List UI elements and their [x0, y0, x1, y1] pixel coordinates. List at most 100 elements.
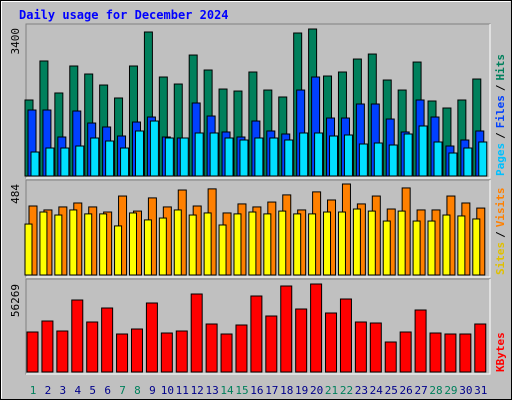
- bar: [116, 333, 129, 373]
- bar: [418, 125, 428, 177]
- legend: KBytes: [494, 332, 507, 372]
- x-tick-label: 9: [149, 384, 156, 397]
- x-tick-label: 19: [295, 384, 308, 397]
- y-tick-label: 56269: [9, 284, 22, 317]
- bar: [235, 324, 248, 373]
- bar: [448, 152, 458, 177]
- x-tick-label: 24: [370, 384, 384, 397]
- legend-entry: Pages: [494, 143, 507, 176]
- x-tick-label: 5: [89, 384, 96, 397]
- bar: [308, 213, 317, 276]
- bar: [263, 213, 272, 276]
- bar: [299, 132, 309, 177]
- x-tick-label: 18: [280, 384, 293, 397]
- bar: [128, 212, 137, 276]
- bar: [30, 151, 40, 177]
- bar: [60, 147, 70, 177]
- bar: [325, 312, 338, 373]
- bar: [399, 331, 412, 373]
- bar: [384, 341, 397, 373]
- bar: [224, 137, 234, 177]
- bar: [254, 137, 264, 177]
- plot-bevel: [26, 24, 491, 179]
- bar: [403, 133, 413, 177]
- bar: [209, 132, 219, 177]
- x-tick-label: 30: [459, 384, 472, 397]
- bar: [149, 120, 159, 177]
- x-tick-label: 25: [385, 384, 398, 397]
- bar: [310, 283, 323, 373]
- plot-bevel: [26, 279, 491, 375]
- bar: [143, 219, 152, 276]
- bar: [175, 330, 188, 373]
- bar: [388, 144, 398, 177]
- bar: [26, 331, 39, 373]
- bar: [179, 137, 189, 177]
- bar: [99, 213, 108, 276]
- bar: [130, 328, 143, 373]
- bar: [323, 211, 332, 276]
- bar: [194, 132, 204, 177]
- bar: [397, 210, 406, 276]
- x-tick-label: 28: [429, 384, 442, 397]
- bar: [463, 147, 473, 177]
- bar: [269, 137, 279, 177]
- bar: [339, 298, 352, 373]
- bar: [412, 220, 421, 276]
- bar: [220, 333, 233, 373]
- legend: Sites / Visits: [494, 188, 507, 276]
- x-tick-label: 26: [400, 384, 413, 397]
- bar: [457, 215, 466, 276]
- bar: [367, 210, 376, 276]
- bar: [190, 293, 203, 373]
- plot-bevel: [26, 180, 491, 278]
- legend-separator: /: [494, 132, 507, 139]
- bar: [203, 212, 212, 276]
- y-tick-label: 3400: [9, 28, 22, 55]
- x-tick-label: 13: [205, 384, 218, 397]
- legend-separator: /: [494, 231, 507, 238]
- legend-entry: Hits: [494, 54, 507, 81]
- bar: [442, 214, 451, 276]
- bar: [265, 315, 278, 373]
- bar: [343, 134, 353, 177]
- bar: [120, 147, 130, 177]
- x-tick-label: 12: [191, 384, 204, 397]
- x-tick-label: 16: [250, 384, 263, 397]
- bar: [293, 213, 302, 276]
- bar: [354, 321, 367, 373]
- bar: [86, 321, 99, 373]
- bar: [248, 211, 257, 276]
- bar: [472, 218, 481, 276]
- bar: [101, 307, 114, 373]
- x-tick-label: 8: [134, 384, 141, 397]
- legend: Pages / Files / Hits: [494, 54, 507, 176]
- bar: [433, 141, 443, 177]
- bar: [233, 213, 242, 276]
- legend-entry: Sites: [494, 242, 507, 275]
- bar: [278, 210, 287, 276]
- bar: [39, 211, 48, 276]
- bar: [352, 208, 361, 276]
- bar: [114, 225, 123, 276]
- bar: [218, 224, 227, 276]
- bar: [369, 322, 382, 373]
- x-tick-label: 20: [310, 384, 323, 397]
- bar: [164, 137, 174, 177]
- bar: [56, 330, 69, 373]
- bar: [429, 332, 442, 373]
- legend-entry: KBytes: [494, 332, 507, 372]
- x-tick-label: 31: [474, 384, 487, 397]
- bar: [250, 295, 263, 373]
- bar: [160, 332, 173, 373]
- legend-entry: Visits: [494, 188, 507, 228]
- chart-title: Daily usage for December 2024: [19, 8, 229, 22]
- bar: [373, 142, 383, 177]
- bar: [337, 211, 346, 276]
- bar: [414, 309, 427, 373]
- x-tick-label: 10: [161, 384, 174, 397]
- bar: [158, 217, 167, 276]
- bar: [84, 213, 93, 276]
- x-tick-label: 17: [265, 384, 278, 397]
